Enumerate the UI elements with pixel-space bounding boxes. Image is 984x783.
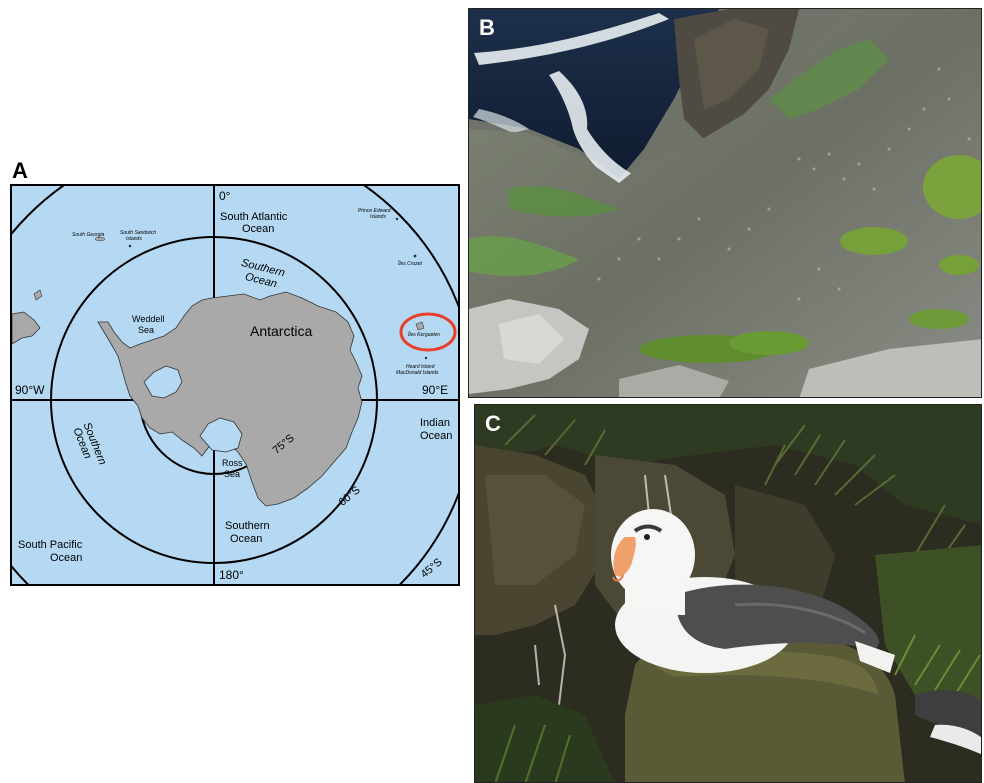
south-georgia-island bbox=[94, 236, 106, 242]
south-sandwich-label-line2: Islands bbox=[126, 236, 142, 242]
prince-edward-island bbox=[395, 217, 399, 221]
antarctica-map: 0° 90°W 90°E 180° South Atlantic Ocean S… bbox=[10, 184, 460, 586]
indian-ocean-label-line1: Indian bbox=[420, 417, 450, 429]
meridian-90e-label: 90°E bbox=[422, 383, 448, 397]
crozet-island bbox=[413, 254, 417, 258]
heard-label-line2: MacDonald Islands bbox=[396, 370, 439, 376]
south-atlantic-label-line1: South Atlantic bbox=[220, 211, 288, 223]
south-sandwich-island bbox=[128, 244, 132, 248]
south-sandwich-label-line1: South Sandwich bbox=[120, 230, 156, 236]
albatross-image bbox=[475, 405, 981, 782]
heard-island bbox=[424, 356, 428, 360]
meridian-180-label: 180° bbox=[219, 568, 244, 582]
south-pacific-label-line2: Ocean bbox=[50, 552, 82, 564]
iles-crozet-label: Îles Crozet bbox=[398, 260, 423, 267]
colony-cliff-image bbox=[469, 9, 981, 397]
south-america-land bbox=[12, 311, 41, 345]
ross-sea-water bbox=[199, 417, 243, 453]
iles-kerguelen-label: Îles Kerguelen bbox=[408, 331, 440, 338]
prince-edward-label-line2: Islands bbox=[370, 214, 386, 220]
south-pacific-label-line1: South Pacific bbox=[18, 539, 83, 551]
weddell-sea-water bbox=[143, 365, 183, 399]
ross-sea-label-line2: Sea bbox=[224, 469, 240, 479]
indian-ocean-label-line2: Ocean bbox=[420, 430, 452, 442]
ross-sea-label-line1: Ross bbox=[222, 458, 243, 468]
prince-edward-label-line1: Prince Edward bbox=[358, 208, 391, 214]
panel-label-a: A bbox=[12, 158, 28, 183]
lat-60-label: 60°S bbox=[337, 484, 363, 509]
heard-label-line1: Heard Island bbox=[406, 364, 435, 370]
photo-colony-cliff: B bbox=[468, 8, 982, 398]
weddell-sea-label-line1: Weddell bbox=[132, 314, 164, 324]
kerguelen-highlight-circle bbox=[399, 312, 457, 352]
south-atlantic-label-line2: Ocean bbox=[242, 223, 274, 235]
kerguelen-island bbox=[415, 321, 425, 331]
meridian-0-label: 0° bbox=[219, 189, 231, 203]
panel-label-c: C bbox=[485, 411, 501, 436]
map-canvas: 0° 90°W 90°E 180° South Atlantic Ocean S… bbox=[12, 186, 458, 584]
southern-ocean-bottom-label-line2: Ocean bbox=[230, 533, 262, 545]
photo-albatross: C bbox=[474, 404, 982, 783]
panel-label-b: B bbox=[479, 15, 495, 40]
meridian-90w-label: 90°W bbox=[15, 383, 45, 397]
southern-ocean-bottom-label-line1: Southern bbox=[225, 520, 270, 532]
weddell-sea-label-line2: Sea bbox=[138, 325, 154, 335]
island-shape bbox=[33, 289, 43, 301]
antarctica-label: Antarctica bbox=[250, 323, 312, 339]
south-georgia-label: South Georgia bbox=[72, 232, 104, 238]
